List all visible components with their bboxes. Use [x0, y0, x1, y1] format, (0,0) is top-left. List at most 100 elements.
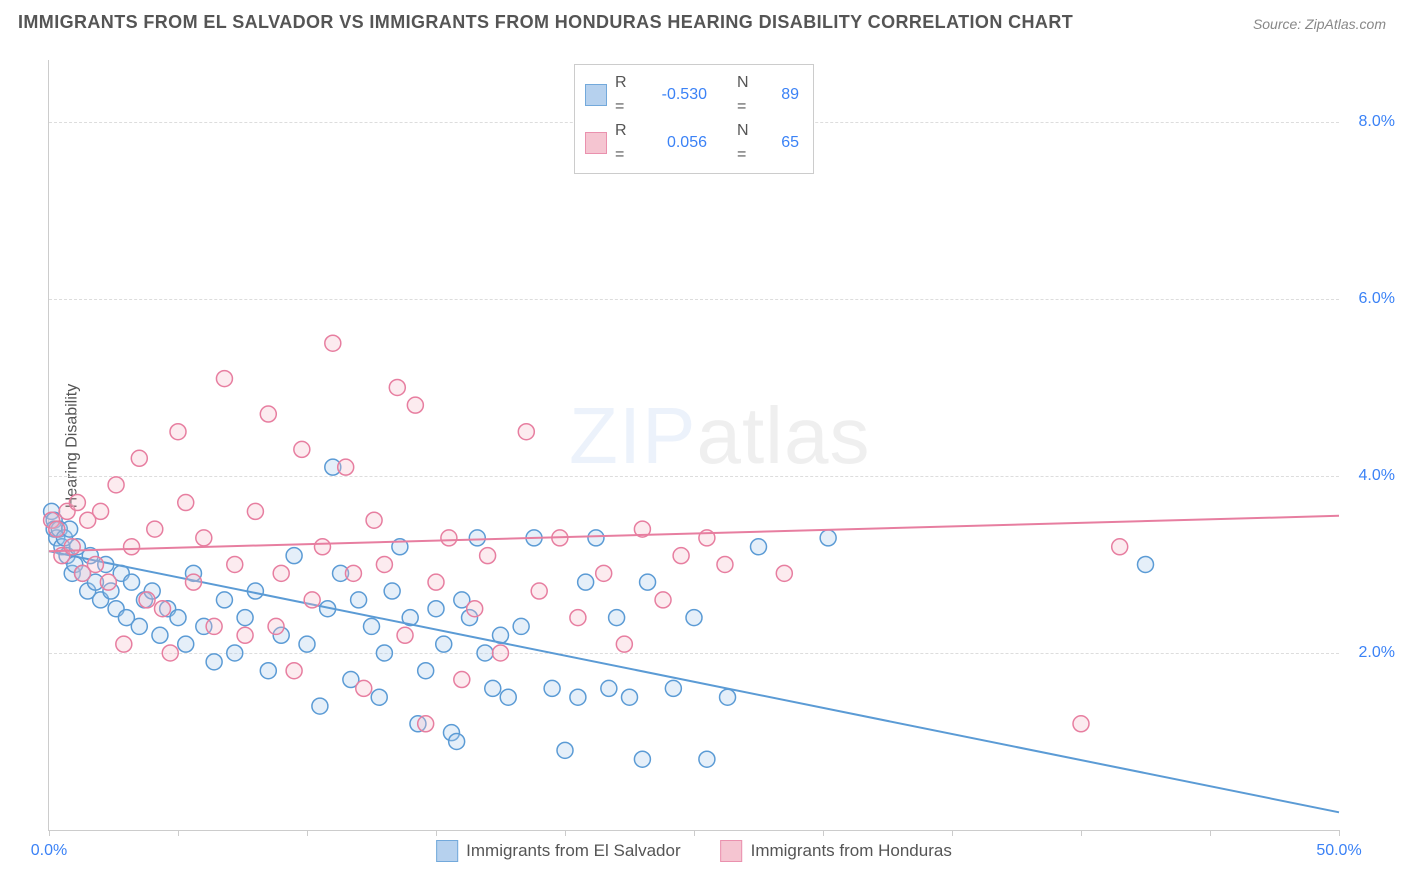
- x-tick: [1339, 830, 1340, 836]
- stat-label-n: N =: [737, 119, 761, 167]
- swatch-el-salvador: [436, 840, 458, 862]
- data-point-el_salvador: [820, 530, 836, 546]
- data-point-el_salvador: [720, 689, 736, 705]
- data-point-honduras: [407, 397, 423, 413]
- data-point-el_salvador: [699, 751, 715, 767]
- data-point-el_salvador: [376, 645, 392, 661]
- data-point-honduras: [776, 565, 792, 581]
- data-point-el_salvador: [686, 610, 702, 626]
- stats-row-honduras: R = 0.056 N = 65: [585, 119, 799, 167]
- stat-label-n: N =: [737, 71, 761, 119]
- data-point-honduras: [216, 371, 232, 387]
- data-point-honduras: [206, 618, 222, 634]
- x-tick: [1210, 830, 1211, 836]
- data-point-el_salvador: [351, 592, 367, 608]
- data-point-honduras: [260, 406, 276, 422]
- data-point-el_salvador: [640, 574, 656, 590]
- data-point-el_salvador: [131, 618, 147, 634]
- data-point-el_salvador: [286, 548, 302, 564]
- data-point-honduras: [87, 556, 103, 572]
- x-tick: [49, 830, 50, 836]
- y-tick-label: 8.0%: [1345, 113, 1395, 131]
- data-point-el_salvador: [170, 610, 186, 626]
- data-point-honduras: [162, 645, 178, 661]
- data-point-honduras: [196, 530, 212, 546]
- data-point-honduras: [397, 627, 413, 643]
- data-point-honduras: [345, 565, 361, 581]
- data-point-el_salvador: [384, 583, 400, 599]
- x-tick-label: 0.0%: [31, 842, 67, 860]
- data-point-honduras: [304, 592, 320, 608]
- trend-line-honduras: [49, 516, 1339, 551]
- data-point-honduras: [247, 503, 263, 519]
- data-point-honduras: [325, 335, 341, 351]
- swatch-honduras: [721, 840, 743, 862]
- data-point-el_salvador: [588, 530, 604, 546]
- data-point-honduras: [227, 556, 243, 572]
- source-text: Source: ZipAtlas.com: [1253, 16, 1386, 32]
- data-point-honduras: [1112, 539, 1128, 555]
- x-tick: [823, 830, 824, 836]
- data-point-honduras: [418, 716, 434, 732]
- data-point-honduras: [294, 441, 310, 457]
- data-point-el_salvador: [477, 645, 493, 661]
- data-point-honduras: [1073, 716, 1089, 732]
- data-point-el_salvador: [418, 663, 434, 679]
- data-point-el_salvador: [299, 636, 315, 652]
- data-point-el_salvador: [557, 742, 573, 758]
- data-point-honduras: [356, 680, 372, 696]
- data-point-el_salvador: [436, 636, 452, 652]
- legend-label-el-salvador: Immigrants from El Salvador: [466, 841, 680, 861]
- data-point-honduras: [64, 539, 80, 555]
- legend-item-el-salvador: Immigrants from El Salvador: [436, 840, 680, 862]
- data-point-honduras: [131, 450, 147, 466]
- data-point-honduras: [366, 512, 382, 528]
- data-point-honduras: [124, 539, 140, 555]
- data-point-honduras: [178, 495, 194, 511]
- data-point-el_salvador: [227, 645, 243, 661]
- y-tick-label: 6.0%: [1345, 290, 1395, 308]
- data-point-el_salvador: [206, 654, 222, 670]
- data-point-honduras: [116, 636, 132, 652]
- x-tick: [436, 830, 437, 836]
- trend-line-el_salvador: [49, 551, 1339, 812]
- data-point-el_salvador: [371, 689, 387, 705]
- x-tick: [565, 830, 566, 836]
- data-point-honduras: [717, 556, 733, 572]
- data-point-honduras: [108, 477, 124, 493]
- data-point-honduras: [518, 424, 534, 440]
- data-point-el_salvador: [665, 680, 681, 696]
- legend-label-honduras: Immigrants from Honduras: [751, 841, 952, 861]
- stat-r-honduras: 0.056: [647, 131, 707, 155]
- data-point-honduras: [69, 495, 85, 511]
- data-point-el_salvador: [428, 601, 444, 617]
- data-point-el_salvador: [751, 539, 767, 555]
- swatch-el-salvador: [585, 84, 607, 106]
- data-point-el_salvador: [216, 592, 232, 608]
- data-point-el_salvador: [152, 627, 168, 643]
- data-point-honduras: [428, 574, 444, 590]
- data-point-el_salvador: [544, 680, 560, 696]
- data-point-honduras: [185, 574, 201, 590]
- x-tick: [307, 830, 308, 836]
- data-point-honduras: [314, 539, 330, 555]
- data-point-honduras: [286, 663, 302, 679]
- data-point-el_salvador: [578, 574, 594, 590]
- stats-legend-box: R = -0.530 N = 89 R = 0.056 N = 65: [574, 64, 814, 174]
- data-point-el_salvador: [364, 618, 380, 634]
- stats-row-el-salvador: R = -0.530 N = 89: [585, 71, 799, 119]
- chart-title: IMMIGRANTS FROM EL SALVADOR VS IMMIGRANT…: [18, 12, 1073, 33]
- data-point-el_salvador: [124, 574, 140, 590]
- data-point-honduras: [170, 424, 186, 440]
- swatch-honduras: [585, 132, 607, 154]
- x-tick: [178, 830, 179, 836]
- stat-label-r: R =: [615, 119, 639, 167]
- data-point-honduras: [147, 521, 163, 537]
- data-point-honduras: [441, 530, 457, 546]
- data-point-honduras: [139, 592, 155, 608]
- data-point-el_salvador: [178, 636, 194, 652]
- data-point-honduras: [467, 601, 483, 617]
- stat-r-el-salvador: -0.530: [647, 83, 707, 107]
- data-point-el_salvador: [1138, 556, 1154, 572]
- plot-area: ZIPatlas 2.0%4.0%6.0%8.0% 0.0%50.0% R = …: [48, 60, 1339, 831]
